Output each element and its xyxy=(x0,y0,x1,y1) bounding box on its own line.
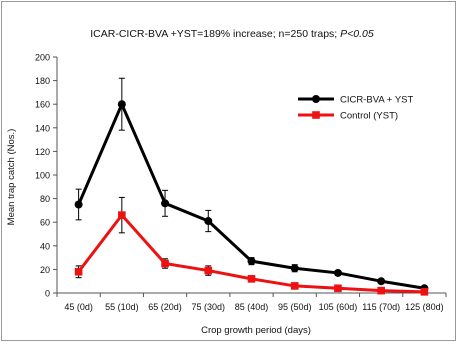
y-tick-label: 140 xyxy=(35,123,50,133)
data-point xyxy=(161,199,170,208)
x-tick-label: 45 (0d) xyxy=(64,302,93,312)
data-point xyxy=(74,267,83,276)
legend-marker xyxy=(312,95,320,103)
data-point xyxy=(247,257,256,266)
legend: CICR-BVA + YST Control (YST) xyxy=(298,95,413,122)
series-1 xyxy=(74,77,429,293)
y-tick-label: 40 xyxy=(40,241,50,251)
x-tick-label: 125 (80d) xyxy=(405,302,444,312)
y-tick-label: 180 xyxy=(35,76,50,86)
data-point xyxy=(290,282,299,290)
y-tick-label: 60 xyxy=(40,218,50,228)
data-point xyxy=(204,217,213,226)
y-tick-label: 100 xyxy=(35,171,50,181)
x-axis-label: Crop growth period (days) xyxy=(201,325,311,336)
data-point xyxy=(334,284,342,293)
y-tick-label: 160 xyxy=(35,100,50,110)
data-point xyxy=(74,200,83,209)
chart-frame: ICAR-CICR-BVA +YST=189% increase; n=250 … xyxy=(1,1,456,341)
x-tick-label: 95 (50d) xyxy=(278,302,312,312)
x-tick-label: 115 (70d) xyxy=(362,302,400,312)
y-tick-label: 120 xyxy=(35,147,50,157)
data-point xyxy=(117,100,126,109)
y-tick-label: 80 xyxy=(40,194,50,204)
data-point xyxy=(204,266,213,275)
chart-title: ICAR-CICR-BVA +YST=189% increase; n=250 … xyxy=(90,28,374,40)
chart-title-significance: P<0.05 xyxy=(340,28,374,40)
y-tick-label: 0 xyxy=(45,289,50,299)
y-axis-label: Mean trap catch (Nos.) xyxy=(6,129,17,226)
chart-title-text: ICAR-CICR-BVA +YST=189% increase; n=250 … xyxy=(90,28,340,40)
x-tick-label: 105 (60d) xyxy=(319,302,358,312)
x-tick-label: 85 (40d) xyxy=(235,302,269,312)
legend-item-2: Control (YST) xyxy=(298,111,398,122)
x-tick-label: 65 (20d) xyxy=(148,302,182,312)
data-point xyxy=(377,277,386,286)
x-tick-label: 55 (10d) xyxy=(105,302,139,312)
legend-label: CICR-BVA + YST xyxy=(340,95,413,106)
plot-area xyxy=(74,77,429,296)
series-2 xyxy=(74,196,429,296)
data-point xyxy=(377,286,385,295)
axes: 0 20 40 60 80 100 120 140 160 180 200 45 (0d) 55 (10… xyxy=(35,53,447,312)
y-tick-label: 20 xyxy=(40,265,50,275)
legend-marker xyxy=(312,111,320,119)
data-point xyxy=(118,211,126,219)
y-tick-label: 200 xyxy=(35,53,50,63)
data-point xyxy=(420,288,429,296)
legend-label: Control (YST) xyxy=(340,111,398,122)
data-point xyxy=(333,268,342,277)
x-tick-label: 75 (30d) xyxy=(192,302,226,312)
line-chart: ICAR-CICR-BVA +YST=189% increase; n=250 … xyxy=(6,28,447,336)
data-point xyxy=(247,275,256,283)
data-point xyxy=(290,264,299,273)
legend-item-1: CICR-BVA + YST xyxy=(298,95,413,106)
data-point xyxy=(161,259,169,268)
